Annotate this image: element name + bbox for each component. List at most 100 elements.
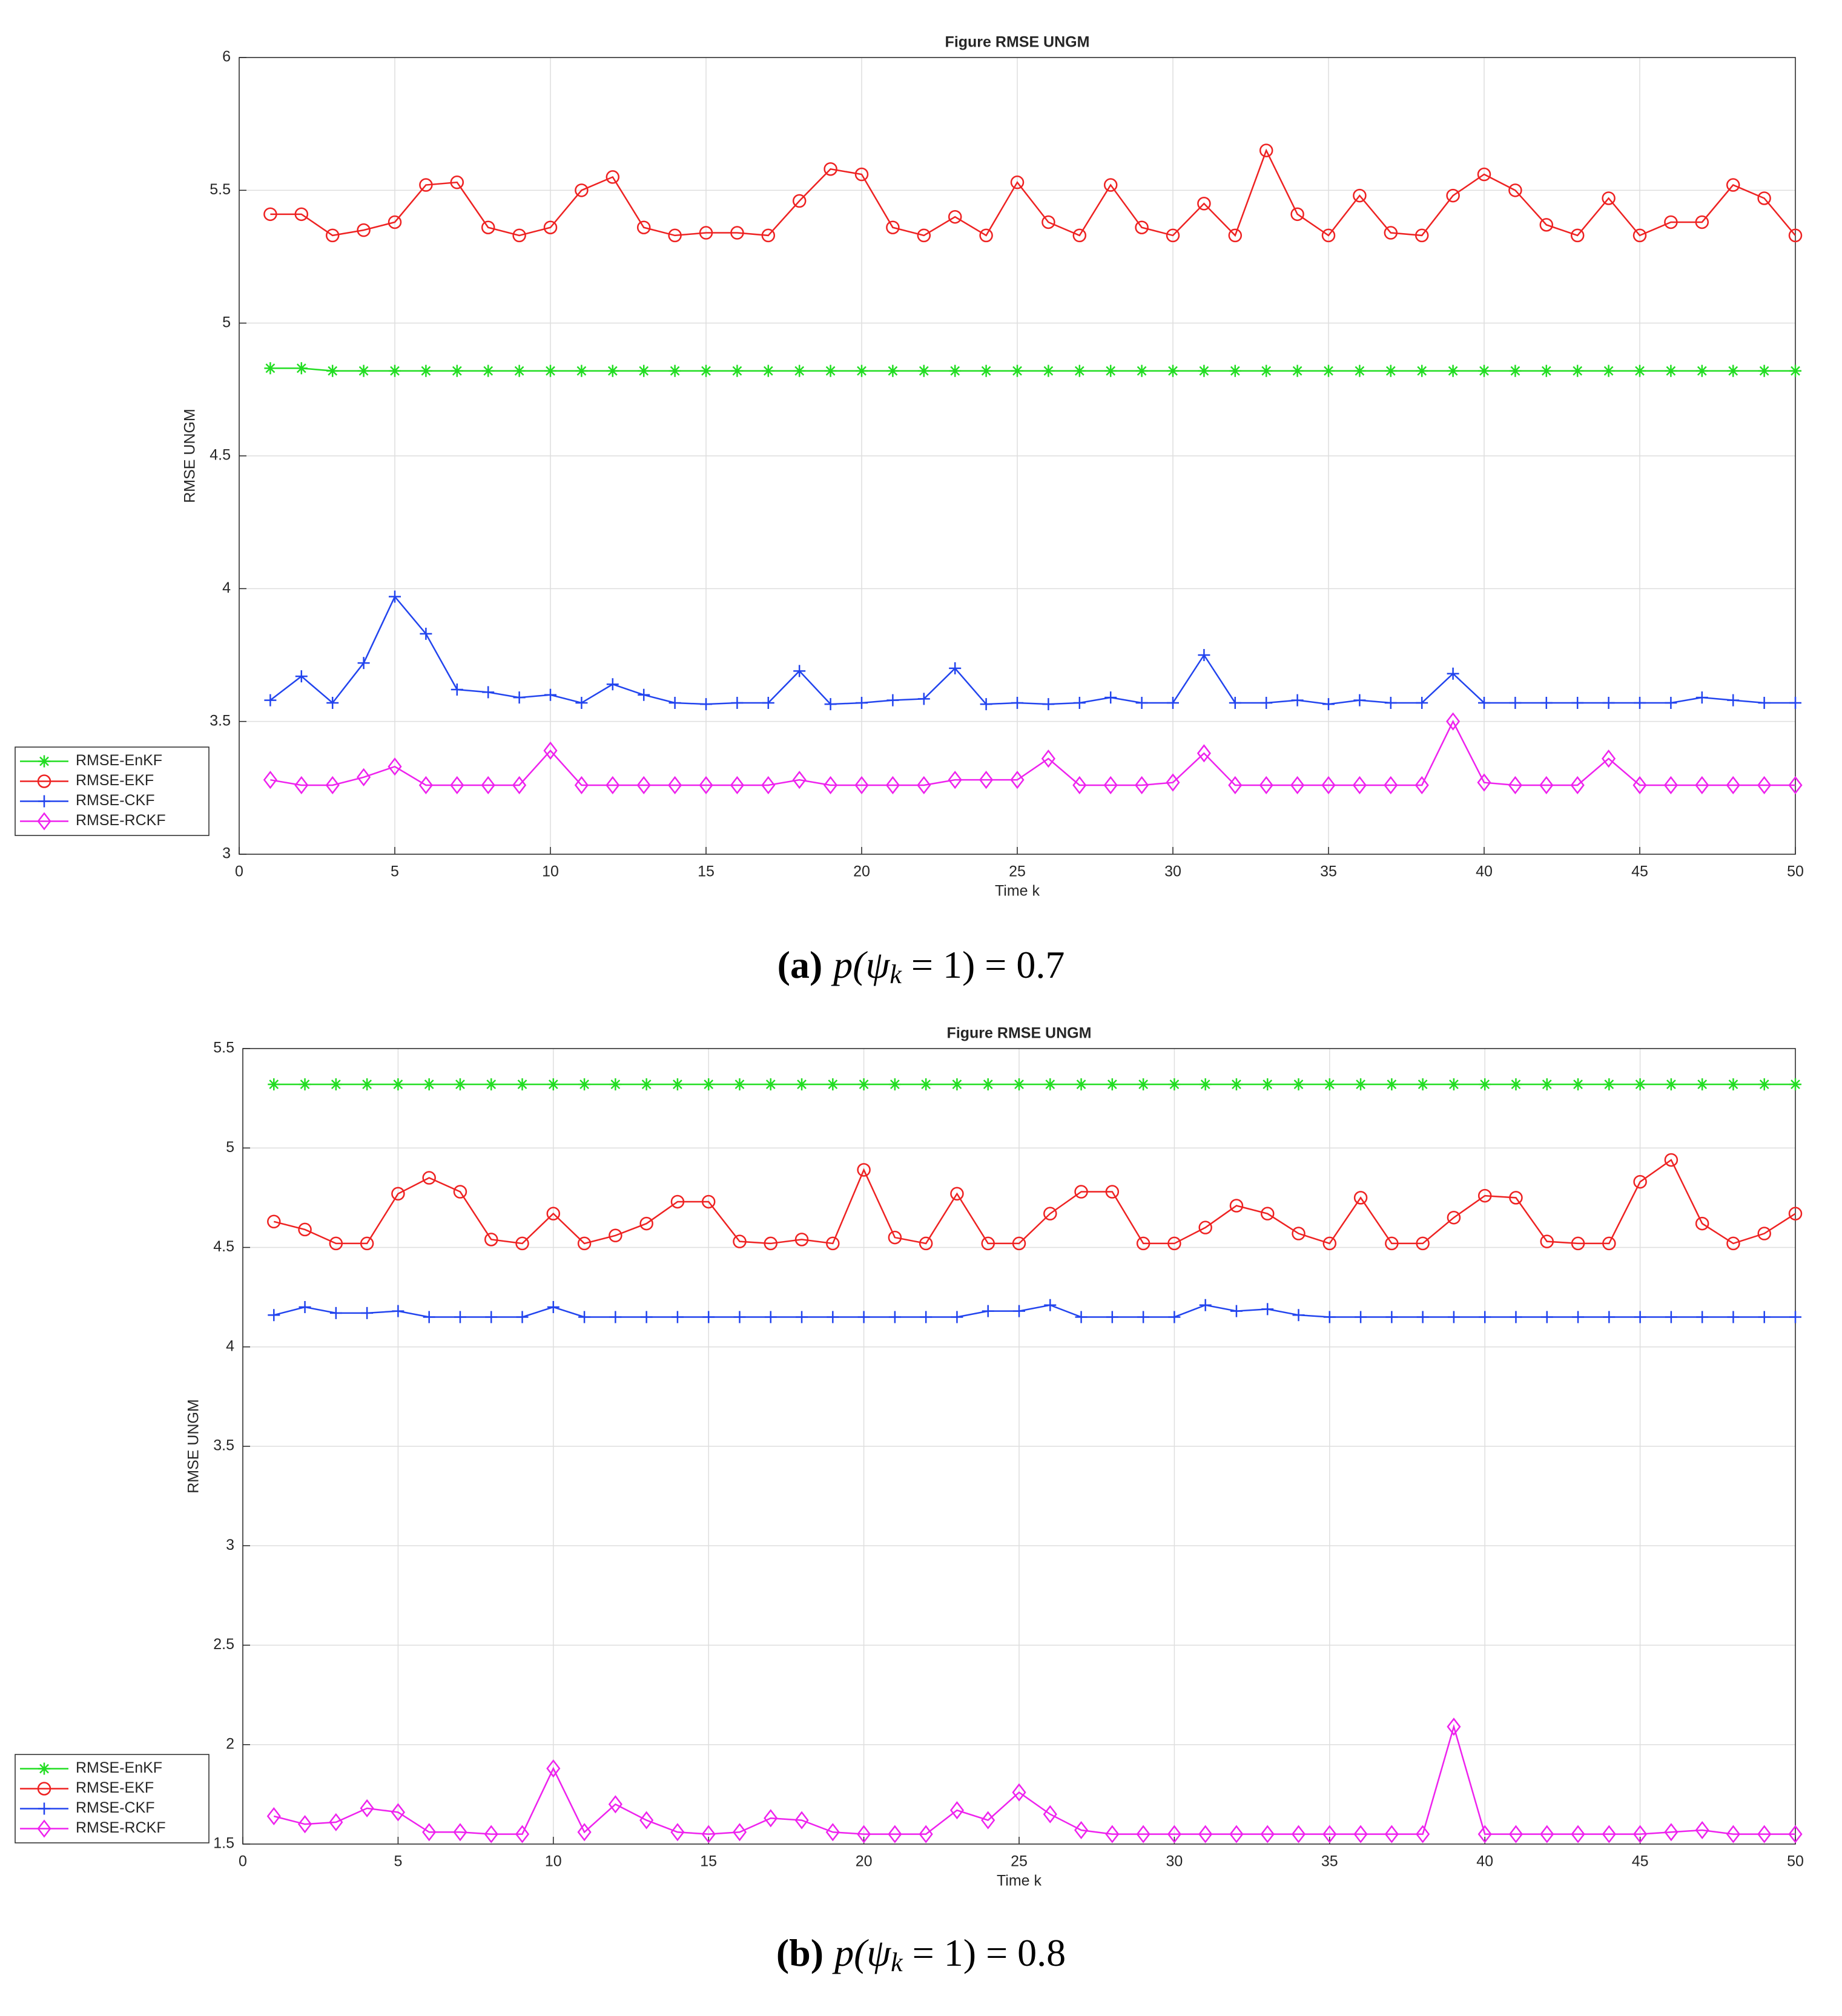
y-tick-label: 5.5: [210, 181, 231, 198]
marker: [418, 776, 433, 794]
marker: [547, 1301, 560, 1314]
marker: [544, 364, 556, 377]
marker: [792, 194, 807, 208]
x-tick-label: 20: [853, 863, 870, 880]
marker: [546, 1207, 561, 1220]
x-axis-label: Time k: [997, 1873, 1042, 1889]
marker: [888, 1825, 902, 1843]
marker: [1384, 776, 1398, 794]
marker: [824, 698, 837, 711]
marker: [1135, 696, 1148, 709]
marker: [1478, 364, 1490, 377]
marker: [392, 1078, 404, 1091]
marker: [826, 1236, 840, 1251]
marker: [1509, 364, 1522, 377]
marker: [920, 1078, 933, 1091]
marker: [857, 1825, 871, 1843]
marker: [295, 670, 308, 683]
marker: [1197, 197, 1211, 211]
marker: [699, 776, 713, 794]
marker: [1571, 364, 1584, 377]
marker: [827, 1078, 839, 1091]
marker: [1632, 776, 1647, 794]
legend-marker: [37, 774, 51, 788]
marker: [264, 362, 277, 375]
x-tick-label: 40: [1476, 1853, 1493, 1870]
marker: [1788, 228, 1803, 243]
marker: [482, 364, 495, 377]
chart: 0 5 10 15 20 25 30 35 40 45 50 1.5 2 2.5 3 3.5 4 4.5 5 5.5 F…: [15, 1025, 1804, 1977]
marker: [1540, 1311, 1553, 1323]
marker: [1385, 1311, 1398, 1323]
marker: [640, 1311, 653, 1323]
marker: [948, 771, 962, 789]
x-tick-label: 15: [700, 1853, 717, 1870]
marker: [1479, 1078, 1491, 1091]
marker: [451, 364, 463, 377]
marker: [856, 696, 868, 709]
caption-text: p(ψ: [832, 1931, 891, 1974]
marker: [577, 1823, 592, 1842]
marker: [1355, 1078, 1367, 1091]
marker: [544, 688, 556, 701]
marker: [886, 364, 899, 377]
marker: [1043, 1805, 1057, 1823]
marker: [1197, 744, 1211, 763]
marker: [1044, 1078, 1057, 1091]
marker: [357, 768, 371, 786]
legend-marker: [37, 812, 51, 831]
marker: [793, 665, 806, 677]
plot-frame: [239, 57, 1796, 855]
marker: [516, 1078, 529, 1091]
marker: [1695, 215, 1709, 229]
marker: [950, 1187, 964, 1201]
marker: [420, 364, 432, 377]
marker: [636, 220, 651, 234]
marker: [1447, 364, 1459, 377]
marker: [1789, 364, 1801, 377]
marker: [856, 364, 868, 377]
marker: [1602, 696, 1615, 709]
marker: [1570, 228, 1585, 243]
marker: [762, 696, 774, 709]
marker: [917, 693, 930, 705]
marker: [1011, 696, 1023, 709]
marker: [575, 183, 589, 197]
marker: [484, 1233, 498, 1247]
marker: [1446, 712, 1461, 731]
marker: [1353, 364, 1366, 377]
marker: [1292, 1078, 1305, 1091]
marker: [1260, 364, 1273, 377]
chart-title: Figure RMSE UNGM: [945, 34, 1090, 51]
marker: [267, 1214, 281, 1229]
marker: [547, 1078, 560, 1091]
marker: [1322, 364, 1335, 377]
marker: [1695, 1216, 1709, 1231]
marker: [1727, 694, 1740, 707]
marker: [980, 698, 992, 711]
marker: [268, 1078, 280, 1091]
marker: [886, 220, 900, 234]
marker: [699, 226, 713, 240]
marker: [1260, 696, 1273, 709]
marker: [1602, 191, 1616, 205]
marker: [1634, 364, 1646, 377]
marker: [481, 220, 495, 234]
marker: [886, 694, 899, 707]
marker: [423, 1078, 435, 1091]
marker: [1632, 228, 1647, 243]
marker: [1291, 364, 1304, 377]
legend-label: RMSE-EKF: [76, 1779, 154, 1796]
caption: (b) p(ψk = 1) = 0.8: [776, 1931, 1066, 1977]
marker: [701, 1825, 716, 1843]
marker: [263, 771, 277, 789]
marker: [329, 1813, 343, 1831]
marker: [1073, 696, 1086, 709]
marker: [982, 1078, 994, 1091]
marker: [1011, 364, 1023, 377]
x-tick-label: 20: [856, 1853, 873, 1870]
caption-label: (a): [777, 943, 823, 986]
marker: [1323, 1311, 1336, 1323]
marker: [1105, 1825, 1120, 1843]
marker: [1447, 1078, 1460, 1091]
